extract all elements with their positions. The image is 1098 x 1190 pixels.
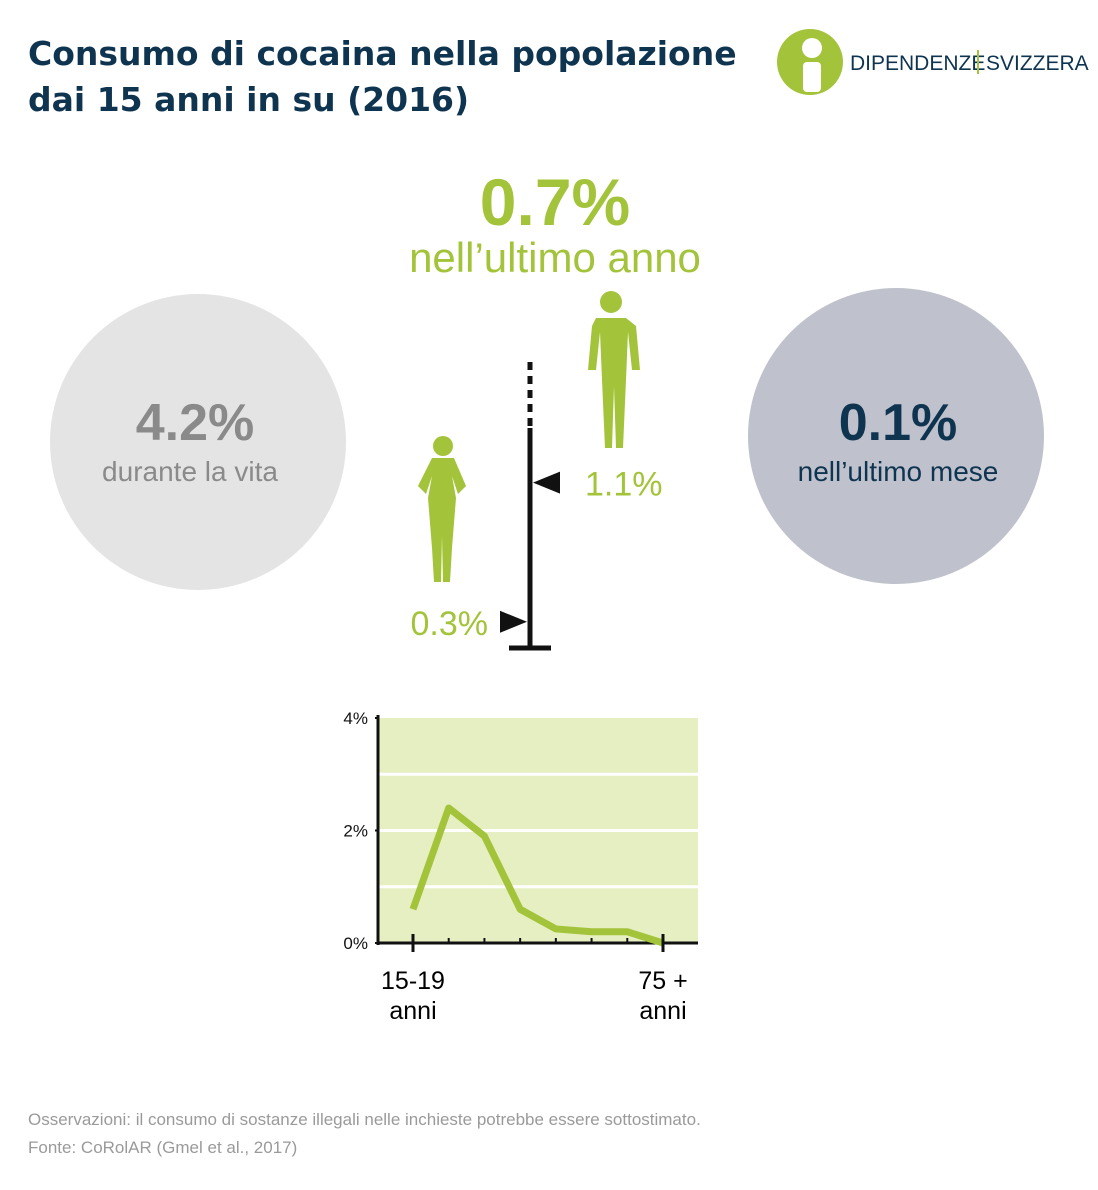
female-figure [418,436,466,582]
line [409,804,665,947]
y-tick-label: 0% [343,934,368,953]
footnote: Osservazioni: il consumo di sostanze ill… [28,1110,701,1129]
y-tick-label: 2% [343,822,368,841]
gender-label: 0.3% [411,605,489,643]
month-value: 0.1% [839,394,958,452]
month-label: nell’ultimo mese [798,456,999,487]
month-circle [748,288,1044,584]
logo-text: DIPENDENZE [850,52,985,75]
y-tick-label: 4% [343,709,368,728]
lifetime-label: durante la vita [102,456,278,487]
gender-marker [500,610,527,633]
gender-label: 1.1% [585,466,663,504]
lifetime-value: 4.2% [136,394,255,452]
title: dai 15 anni in su (2016) [28,80,470,119]
male-figure [588,291,640,448]
x-tick-label: 15-19 anni [381,967,445,1025]
source: Fonte: CoRolAR (Gmel et al., 2017) [28,1138,298,1157]
logo-mark [803,62,821,92]
gender-marker [533,471,560,494]
x-tick-label: 75 + anni [638,967,688,1025]
logo-mark [802,38,822,58]
logo-divider [977,50,979,74]
lifetime-circle [50,294,346,590]
title: Consumo di cocaina nella popolazione [28,34,737,73]
headline-value: 0.7% [480,165,630,239]
logo-text: SVIZZERA [986,52,1089,75]
headline-label: nell’ultimo anno [409,234,701,281]
